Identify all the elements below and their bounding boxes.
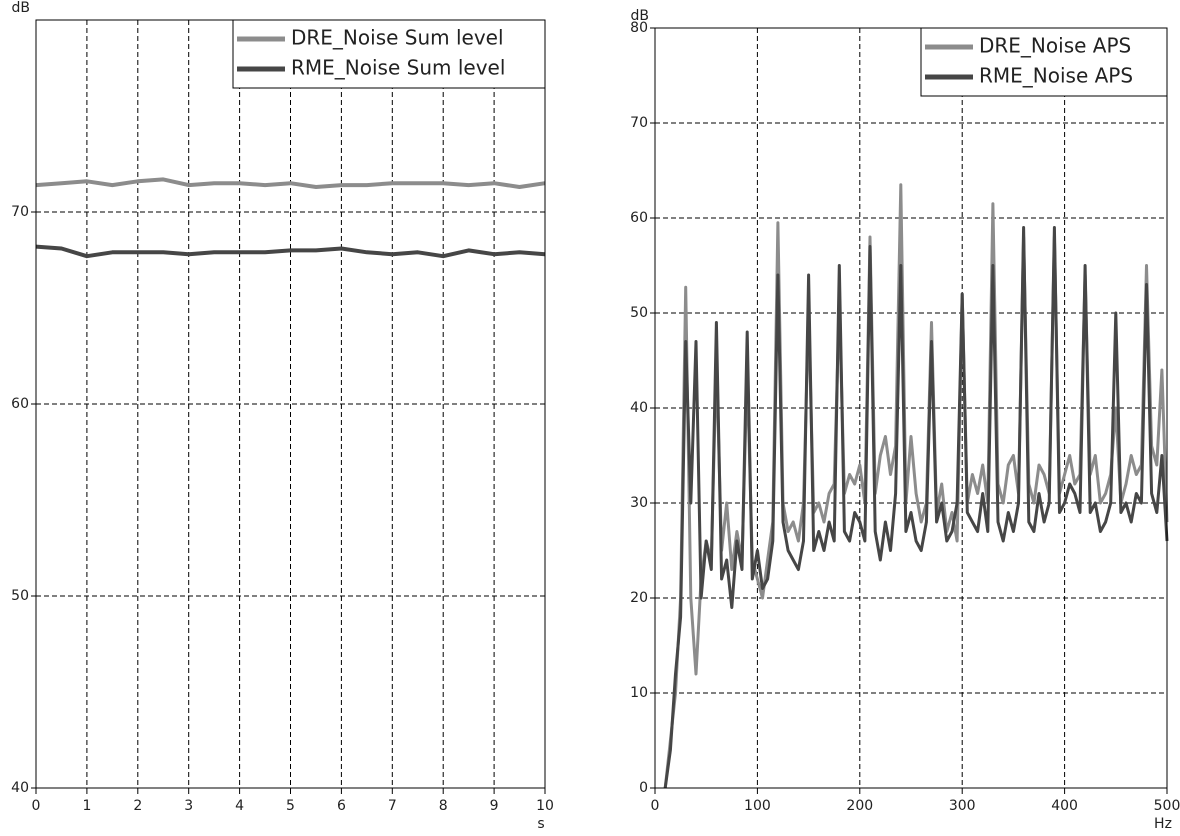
legend: DRE_Noise APS RME_Noise APS [920,27,1168,97]
x-tick-label: 7 [388,798,397,814]
legend-box [232,19,546,89]
x-tick-label: 300 [949,798,976,814]
series-line [35,244,546,259]
legend-box [920,27,1168,97]
y-tick-label: 70 [630,115,648,131]
x-tick-label: 8 [439,798,448,814]
x-tick-label: 0 [651,798,660,814]
x-tick-label: 200 [846,798,873,814]
x-tick-label: 0 [32,798,41,814]
x-axis-label: Hz [1154,816,1172,832]
x-tick-label: 500 [1154,798,1180,814]
legend-label: DRE_Noise APS [979,34,1131,58]
legend-label: RME_Noise APS [979,64,1133,88]
series-line [35,177,546,189]
x-tick-label: 4 [235,798,244,814]
x-axis-label: s [537,816,544,832]
y-tick-label: 60 [11,396,29,412]
y-tick-label: 70 [11,204,29,220]
y-tick-label: 30 [630,495,648,511]
series-line [663,226,1169,789]
y-tick-label: 60 [630,210,648,226]
x-tick-label: 400 [1051,798,1078,814]
y-tick-label: 50 [630,305,648,321]
y-tick-label: 10 [630,685,648,701]
x-tick-label: 1 [82,798,91,814]
y-tick-label: 50 [11,588,29,604]
x-tick-label: 100 [744,798,771,814]
legend: DRE_Noise Sum level RME_Noise Sum level [232,19,546,89]
x-tick-label: 9 [490,798,499,814]
x-tick-label: 10 [536,798,554,814]
legend-label: DRE_Noise Sum level [291,26,504,50]
x-tick-label: 6 [337,798,346,814]
x-tick-label: 3 [184,798,193,814]
legend-label: RME_Noise Sum level [291,56,505,80]
x-tick-label: 5 [286,798,295,814]
y-tick-label: 0 [639,780,648,796]
y-axis-label: dB [12,0,31,16]
x-tick-label: 2 [133,798,142,814]
y-axis-label: dB [631,8,650,24]
y-tick-label: 80 [630,20,648,36]
y-tick-label: 20 [630,590,648,606]
plot-frame [654,27,1168,789]
y-tick-label: 40 [11,780,29,796]
y-tick-label: 40 [630,400,648,416]
